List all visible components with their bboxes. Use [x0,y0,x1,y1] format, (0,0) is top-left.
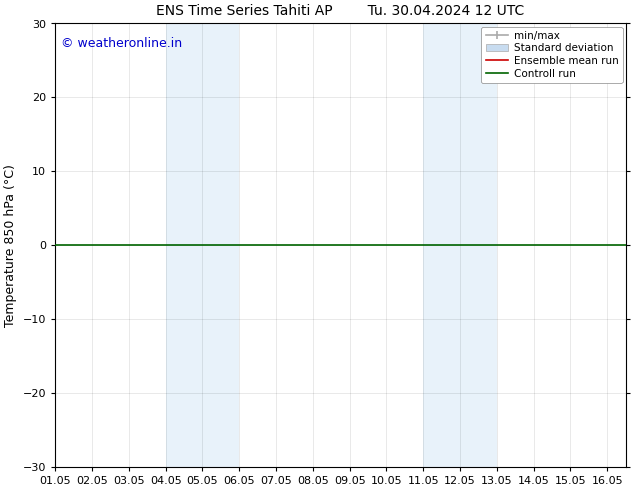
Bar [165,24,239,467]
Bar [424,24,497,467]
Title: ENS Time Series Tahiti AP        Tu. 30.04.2024 12 UTC: ENS Time Series Tahiti AP Tu. 30.04.2024… [157,4,524,18]
Legend: min/max, Standard deviation, Ensemble mean run, Controll run: min/max, Standard deviation, Ensemble me… [481,26,623,83]
Y-axis label: Temperature 850 hPa (°C): Temperature 850 hPa (°C) [4,164,17,327]
Text: © weatheronline.in: © weatheronline.in [61,37,182,50]
